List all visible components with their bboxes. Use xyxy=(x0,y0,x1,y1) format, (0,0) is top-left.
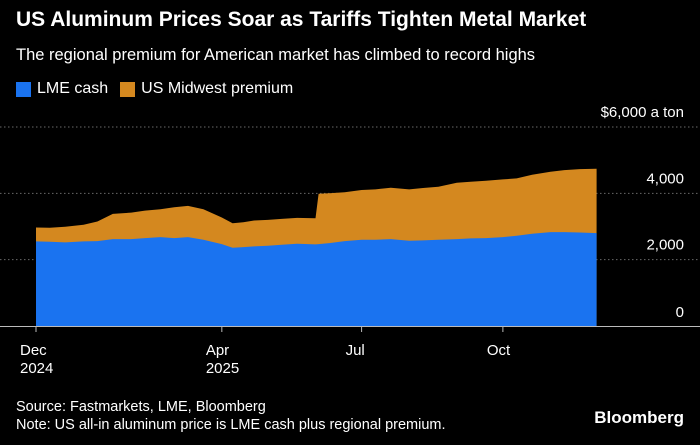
y-tick-label: 0 xyxy=(676,304,684,321)
x-tick-label: Jul xyxy=(346,342,365,359)
legend-swatch-lme xyxy=(16,81,31,97)
y-axis-unit-label: $6,000 a ton xyxy=(601,104,684,121)
source-note: Source: Fastmarkets, LME, Bloomberg xyxy=(16,399,266,415)
chart-title: US Aluminum Prices Soar as Tariffs Tight… xyxy=(16,8,587,31)
legend: LME cash US Midwest premium xyxy=(16,80,305,98)
x-tick-label: Apr xyxy=(206,342,229,359)
x-tick-label: Dec xyxy=(20,342,47,359)
y-axis-labels: 0 2,000 4,000 xyxy=(646,170,684,321)
legend-label-premium: US Midwest premium xyxy=(141,80,294,97)
legend-item-lme: LME cash xyxy=(16,80,108,98)
bloomberg-logo: Bloomberg xyxy=(594,408,684,427)
y-tick-label: 4,000 xyxy=(646,170,684,187)
legend-item-premium: US Midwest premium xyxy=(120,80,293,98)
x-tick-sublabel: 2025 xyxy=(206,360,239,377)
x-tick-sublabel: 2024 xyxy=(20,360,53,377)
footnote: Note: US all-in aluminum price is LME ca… xyxy=(16,417,446,433)
legend-swatch-premium xyxy=(120,81,136,97)
chart-subtitle: The regional premium for American market… xyxy=(16,46,536,64)
y-tick-label: 2,000 xyxy=(646,237,684,254)
lme-area xyxy=(36,232,597,326)
x-tick-label: Oct xyxy=(487,342,511,359)
legend-label-lme: LME cash xyxy=(37,80,109,97)
